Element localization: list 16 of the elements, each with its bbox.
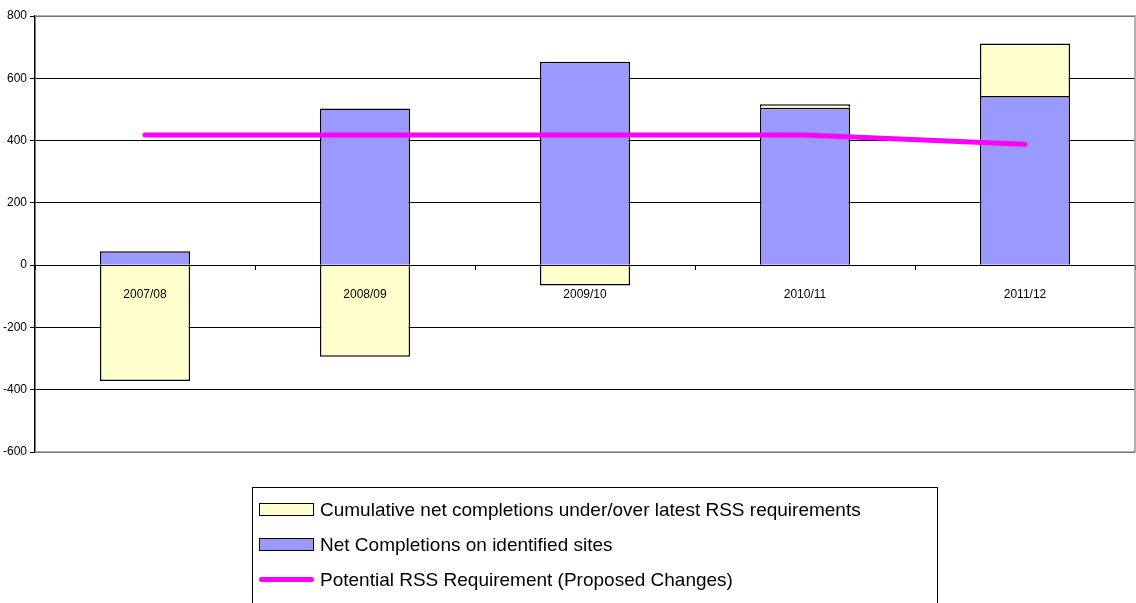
x-tick-label: 2011/12 [1003,287,1047,302]
legend-label: Potential RSS Requirement (Proposed Changes) [320,568,733,591]
y-tick-label: 800 [6,8,28,23]
x-tick-label: 2008/09 [343,287,388,302]
x-tick-label: 2009/10 [563,287,608,302]
y-tick-label: 600 [6,70,28,85]
legend-label: Cumulative net completions under/over latest RSS requirements [320,498,861,521]
y-tick-label: -600 [2,444,28,459]
x-tick-label: 2007/08 [123,287,168,302]
x-tick-label: 2010/11 [783,287,827,302]
y-tick-label: 400 [6,132,28,147]
y-tick-label: 0 [20,257,28,272]
y-tick-label: -200 [2,319,28,334]
legend-label: Net Completions on identified sites [320,533,613,556]
y-tick-label: -400 [2,382,28,397]
y-tick-label: 200 [6,195,28,210]
